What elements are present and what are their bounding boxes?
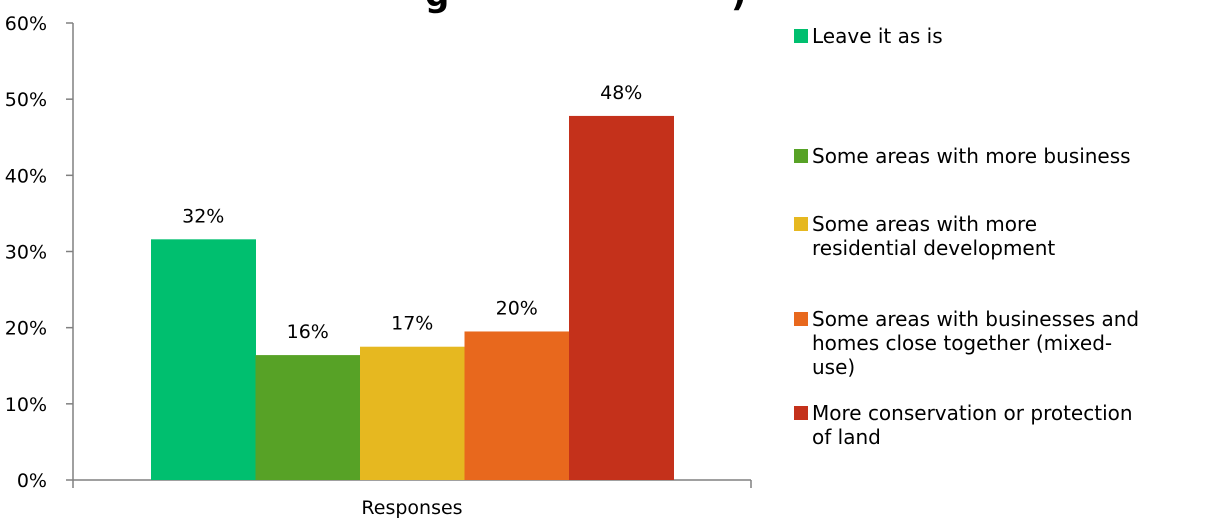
legend-swatch bbox=[794, 217, 808, 231]
chart-bars bbox=[151, 115, 674, 480]
y-tick-label: 40% bbox=[5, 165, 47, 187]
legend-label: homes close together (mixed- bbox=[812, 331, 1112, 355]
legend-label: Some areas with more business bbox=[812, 144, 1131, 168]
legend-label: use) bbox=[812, 355, 855, 379]
legend-label: residential development bbox=[812, 236, 1055, 260]
data-label: 17% bbox=[391, 313, 433, 335]
legend-label: Leave it as is bbox=[812, 24, 943, 48]
legend-label: Some areas with more bbox=[812, 212, 1037, 236]
title-fragment: ) bbox=[731, 0, 747, 15]
data-label: 20% bbox=[496, 297, 538, 319]
bar bbox=[151, 239, 256, 480]
y-tick-label: 50% bbox=[5, 89, 47, 111]
data-label: 48% bbox=[600, 82, 642, 104]
data-label: 16% bbox=[287, 321, 329, 343]
x-category-label: Responses bbox=[361, 497, 462, 519]
y-tick-label: 10% bbox=[5, 394, 47, 416]
bar bbox=[464, 331, 570, 480]
legend-swatch bbox=[794, 149, 808, 163]
y-tick-label: 60% bbox=[5, 13, 47, 35]
y-tick-label: 30% bbox=[5, 242, 47, 264]
legend-swatch bbox=[794, 312, 808, 326]
legend-item: Leave it as is bbox=[794, 24, 943, 48]
chart-data-labels: 32% 16% 17% 20% 48% bbox=[182, 82, 642, 343]
legend-label: More conservation or protection bbox=[812, 401, 1133, 425]
bar bbox=[360, 346, 465, 480]
chart-title-fragments: g) bbox=[425, 0, 747, 15]
legend-swatch bbox=[794, 406, 808, 420]
legend-swatch bbox=[794, 29, 808, 43]
chart-legend: Leave it as is Some areas with more busin… bbox=[794, 24, 1139, 449]
bar bbox=[569, 115, 674, 480]
data-label: 32% bbox=[182, 205, 224, 227]
legend-label: of land bbox=[812, 425, 881, 449]
y-tick-label: 20% bbox=[5, 318, 47, 340]
title-fragment: g bbox=[425, 0, 449, 15]
legend-label: Some areas with businesses and bbox=[812, 307, 1139, 331]
y-tick-label: 0% bbox=[17, 470, 47, 492]
legend-item: Some areas with more business bbox=[794, 144, 1131, 168]
bar bbox=[255, 355, 361, 480]
